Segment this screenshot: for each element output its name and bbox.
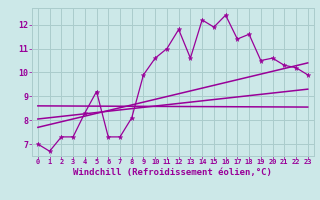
X-axis label: Windchill (Refroidissement éolien,°C): Windchill (Refroidissement éolien,°C) (73, 168, 272, 177)
